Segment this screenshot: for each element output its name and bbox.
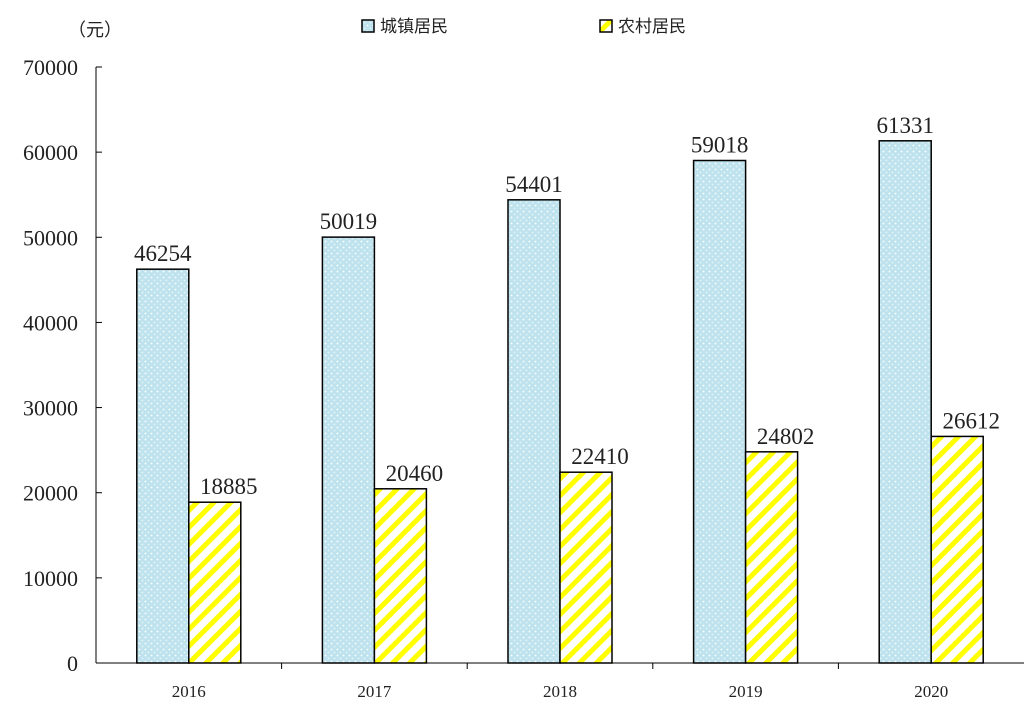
data-label: 59018	[691, 133, 749, 158]
bar-rural	[559, 471, 613, 664]
bars: 46254 18885 50019 20460 54401 22410 59018 24802…	[134, 113, 1000, 664]
x-tick-label: 2018	[543, 682, 577, 701]
y-unit-label: （元）	[68, 20, 122, 40]
y-tick-label: 10000	[23, 566, 78, 591]
data-label: 61331	[876, 113, 934, 138]
x-tick-label: 2019	[729, 682, 763, 701]
bar-rural	[744, 451, 799, 664]
x-tick-label: 2020	[914, 682, 948, 701]
bar-urban	[692, 159, 747, 664]
axes: 0 10000 20000 30000 40000 50000 60000 70000 2016…	[23, 55, 1024, 701]
y-tick-label: 70000	[23, 55, 78, 80]
bar-rural	[188, 501, 242, 664]
bar-urban	[321, 236, 376, 664]
data-label: 50019	[320, 209, 378, 234]
x-tick-label: 2016	[172, 682, 206, 701]
x-tick-label: 2017	[357, 682, 392, 701]
data-label: 22410	[571, 444, 629, 469]
y-tick-label: 40000	[23, 310, 78, 335]
bar-urban	[507, 199, 561, 664]
legend-swatch-rural	[599, 19, 613, 33]
y-tick-label: 50000	[23, 225, 78, 250]
legend-swatch-urban	[361, 19, 375, 33]
bar-rural	[930, 435, 984, 664]
y-tick-label: 0	[67, 651, 78, 676]
data-label: 24802	[757, 424, 815, 449]
bar-rural	[373, 488, 428, 664]
y-tick-label: 60000	[23, 140, 78, 165]
legend-label: 农村居民	[618, 17, 686, 36]
data-label: 54401	[505, 172, 563, 197]
y-tick-label: 30000	[23, 396, 78, 421]
legend-label: 城镇居民	[380, 17, 448, 36]
legend: 城镇居民 农村居民	[361, 17, 686, 36]
data-label: 20460	[386, 461, 444, 486]
bar-urban	[136, 268, 190, 664]
data-label: 46254	[134, 241, 192, 266]
y-tick-label: 20000	[23, 481, 78, 506]
data-label: 26612	[942, 408, 1000, 433]
data-label: 18885	[200, 474, 258, 499]
bar-urban	[878, 140, 932, 664]
